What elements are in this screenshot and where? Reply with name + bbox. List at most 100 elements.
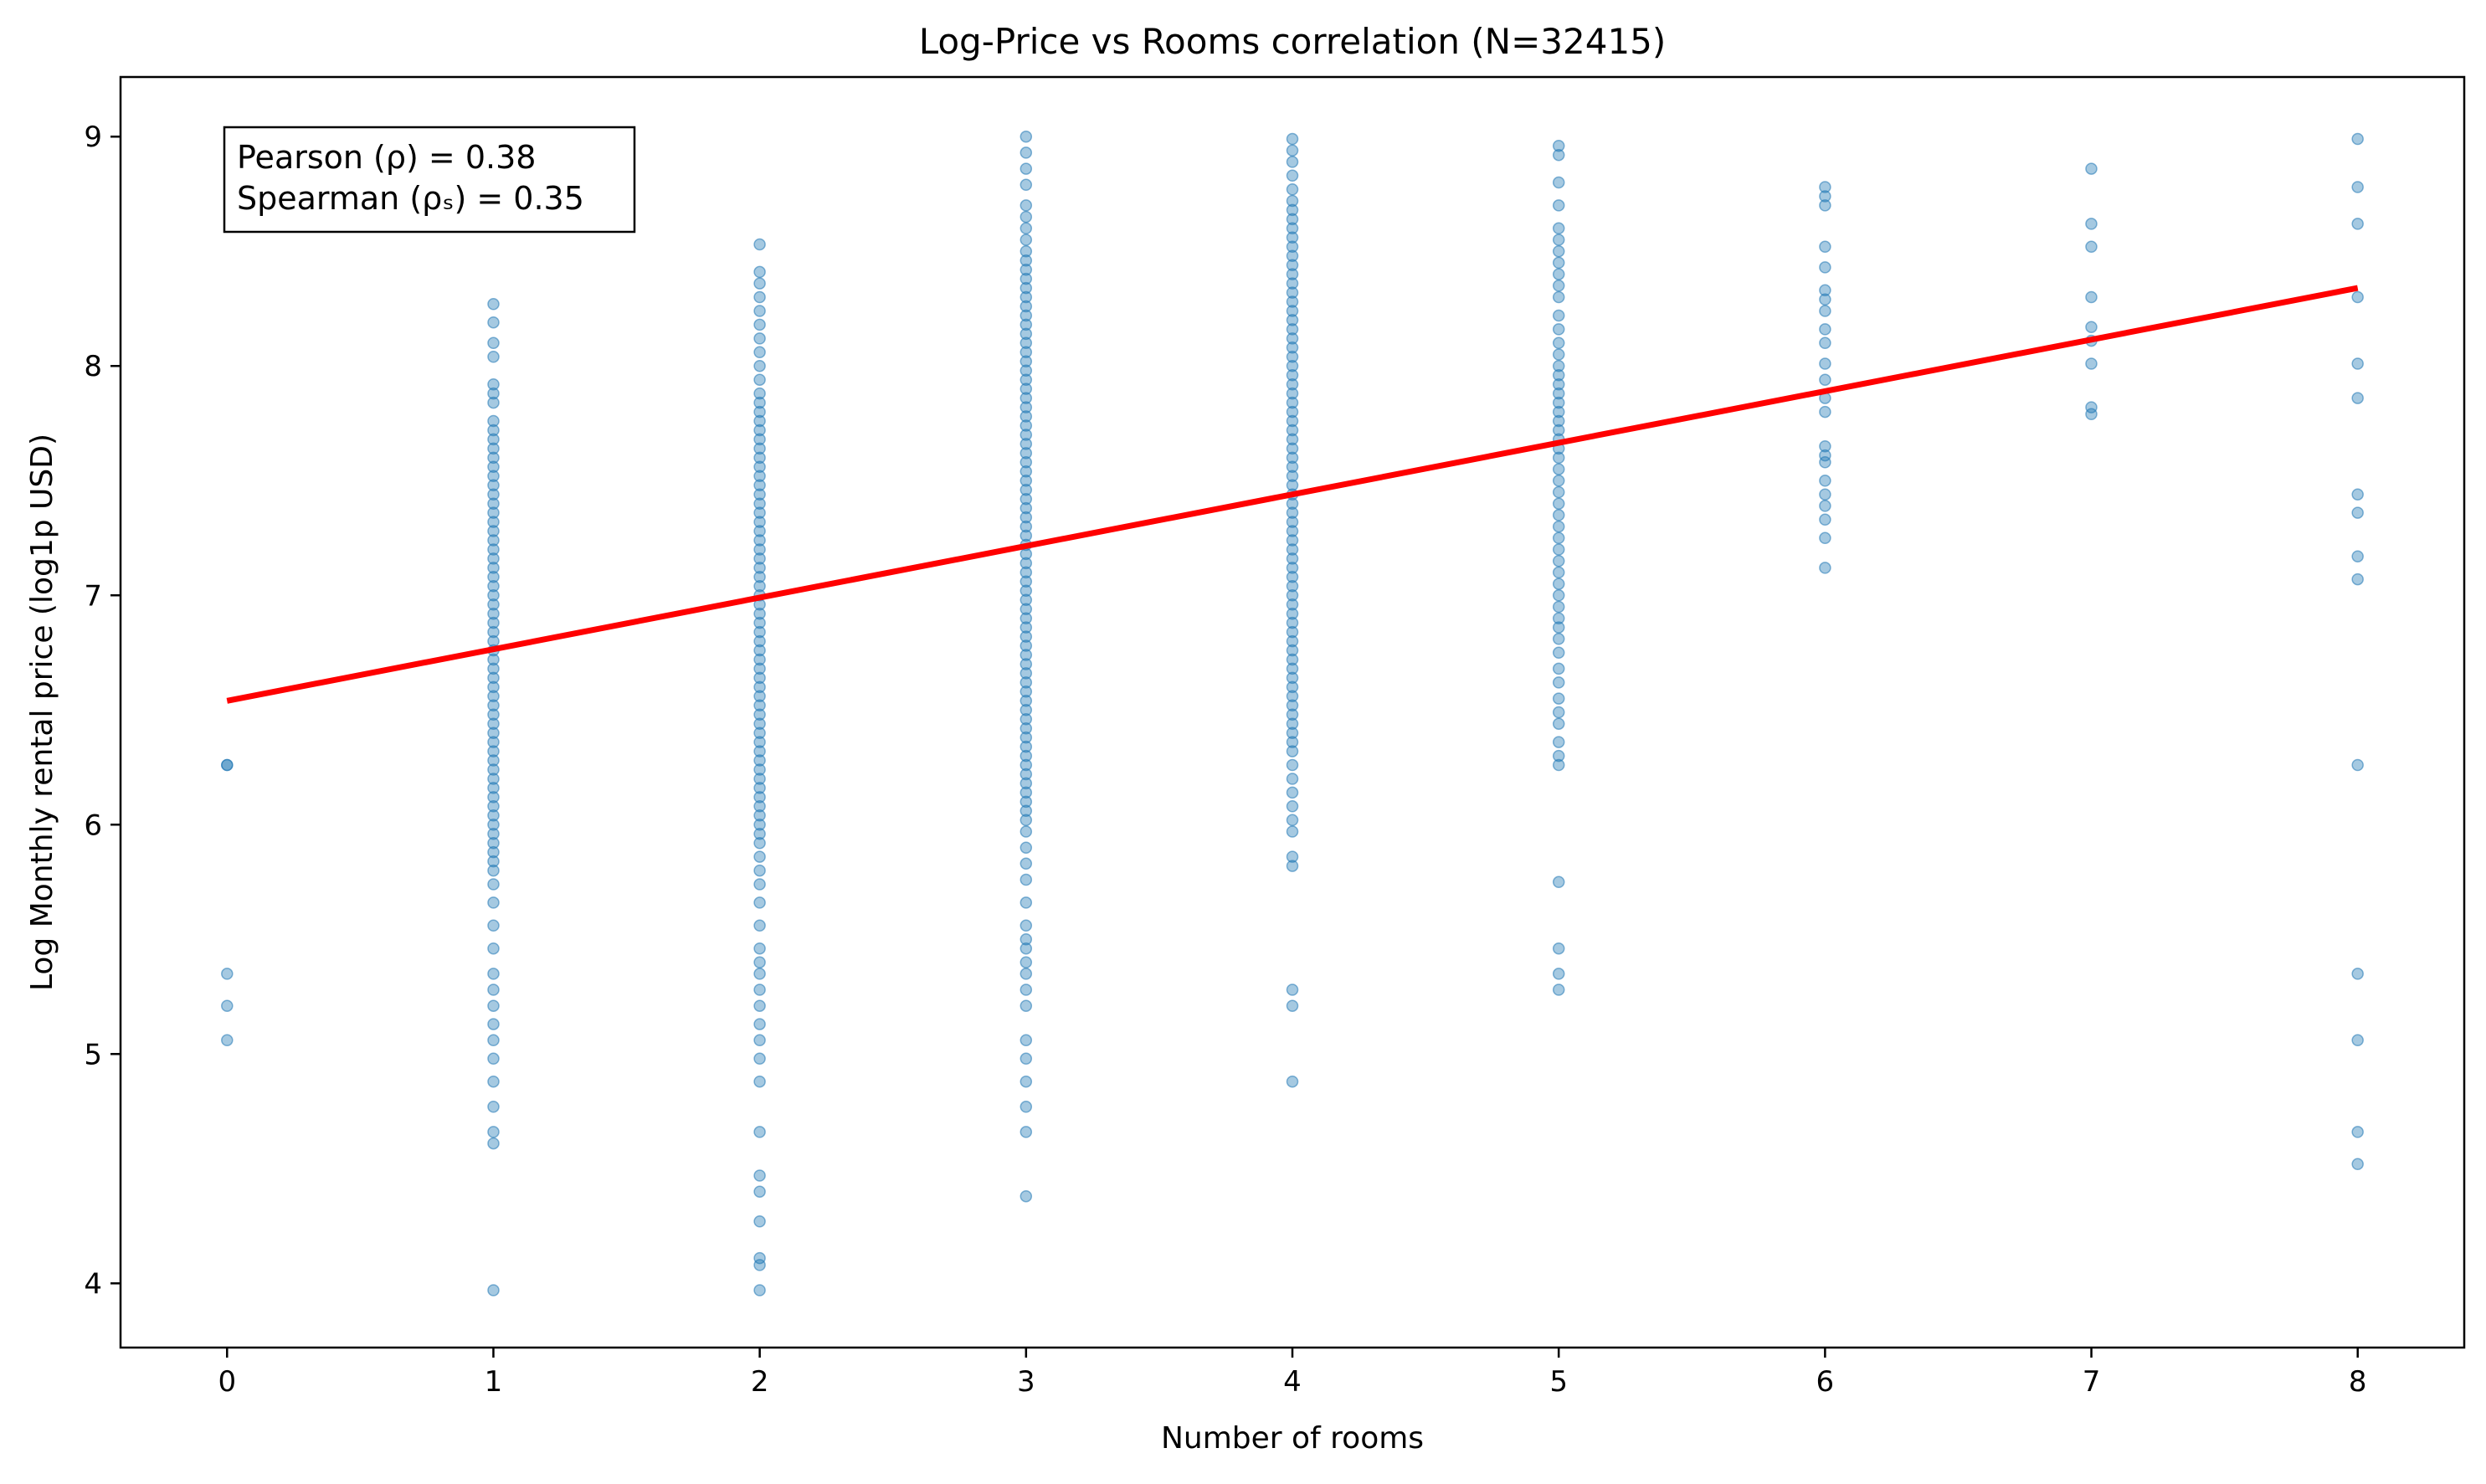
data-point xyxy=(1020,695,1033,707)
data-point xyxy=(1552,520,1565,533)
data-point xyxy=(1020,483,1033,496)
data-point xyxy=(1819,439,1831,453)
data-point xyxy=(487,562,500,574)
data-point xyxy=(1286,680,1299,694)
data-point xyxy=(1286,758,1299,772)
data-point xyxy=(1020,639,1033,652)
data-point xyxy=(487,552,500,565)
data-point xyxy=(2085,357,2098,370)
data-point xyxy=(1552,983,1565,996)
data-point xyxy=(1286,332,1299,345)
data-point xyxy=(1552,176,1565,189)
data-point xyxy=(487,625,500,639)
x-tick-label: 6 xyxy=(1816,1365,1835,1399)
data-point xyxy=(1552,706,1565,719)
data-point xyxy=(1286,351,1299,363)
data-point xyxy=(1020,621,1033,634)
data-point xyxy=(1286,589,1299,602)
data-point xyxy=(487,809,500,822)
data-point xyxy=(1020,956,1033,968)
data-point xyxy=(1020,410,1033,423)
data-point xyxy=(2085,321,2098,333)
data-point xyxy=(2351,968,2364,980)
data-point xyxy=(753,534,766,547)
data-point xyxy=(1286,451,1299,465)
data-point xyxy=(1020,1075,1033,1088)
data-point xyxy=(1819,261,1831,274)
data-point xyxy=(1286,999,1299,1012)
data-point xyxy=(1020,281,1033,295)
data-point xyxy=(1286,814,1299,827)
data-point xyxy=(1020,300,1033,313)
data-point xyxy=(1286,653,1299,666)
data-point xyxy=(753,451,766,465)
data-point xyxy=(1286,506,1299,519)
data-point xyxy=(753,277,766,290)
x-tick-label: 8 xyxy=(2349,1365,2367,1399)
data-point xyxy=(221,758,234,772)
data-point xyxy=(1819,531,1831,545)
data-point xyxy=(1552,717,1565,730)
data-point xyxy=(221,968,234,980)
data-point xyxy=(753,346,766,359)
data-point xyxy=(753,1075,766,1088)
data-point xyxy=(487,1137,500,1150)
data-point xyxy=(1819,293,1831,306)
data-point xyxy=(487,896,500,909)
data-point xyxy=(1286,341,1299,354)
data-point xyxy=(753,625,766,639)
data-point xyxy=(487,827,500,840)
data-point xyxy=(753,1034,766,1047)
data-point xyxy=(753,571,766,583)
data-point xyxy=(753,836,766,850)
data-point xyxy=(487,316,500,329)
data-point xyxy=(1819,357,1831,370)
data-point xyxy=(753,562,766,574)
data-point xyxy=(1552,749,1565,763)
data-point xyxy=(1552,578,1565,590)
data-point xyxy=(1020,658,1033,670)
data-point xyxy=(753,290,766,304)
data-point xyxy=(753,662,766,675)
data-point xyxy=(487,607,500,620)
data-point xyxy=(753,405,766,418)
data-point xyxy=(753,607,766,620)
data-point xyxy=(753,983,766,996)
data-point xyxy=(1552,290,1565,304)
data-point xyxy=(1286,460,1299,474)
data-point xyxy=(753,414,766,428)
regression-line xyxy=(226,285,2359,704)
data-point xyxy=(487,598,500,611)
data-point xyxy=(753,488,766,501)
data-point xyxy=(1020,438,1033,450)
data-point xyxy=(487,414,500,428)
data-point xyxy=(2351,488,2364,501)
data-point xyxy=(1286,571,1299,583)
data-point xyxy=(1020,309,1033,322)
data-point xyxy=(1286,534,1299,547)
data-point xyxy=(753,968,766,980)
data-point xyxy=(1552,396,1565,409)
data-point xyxy=(753,999,766,1012)
data-point xyxy=(487,690,500,703)
data-point xyxy=(487,1034,500,1047)
data-point xyxy=(753,1169,766,1182)
data-point xyxy=(1020,814,1033,827)
data-point xyxy=(1286,634,1299,648)
data-point xyxy=(1286,552,1299,565)
data-point xyxy=(487,968,500,980)
data-point xyxy=(487,451,500,465)
data-point xyxy=(1286,860,1299,872)
data-point xyxy=(1286,387,1299,400)
data-point xyxy=(487,736,500,748)
x-tick-label: 2 xyxy=(751,1365,769,1399)
data-point xyxy=(487,773,500,785)
data-point xyxy=(1286,442,1299,455)
data-point xyxy=(753,460,766,474)
data-point xyxy=(1020,511,1033,524)
data-point xyxy=(1020,649,1033,661)
data-point xyxy=(487,1052,500,1066)
data-point xyxy=(487,589,500,602)
data-point xyxy=(1286,671,1299,685)
